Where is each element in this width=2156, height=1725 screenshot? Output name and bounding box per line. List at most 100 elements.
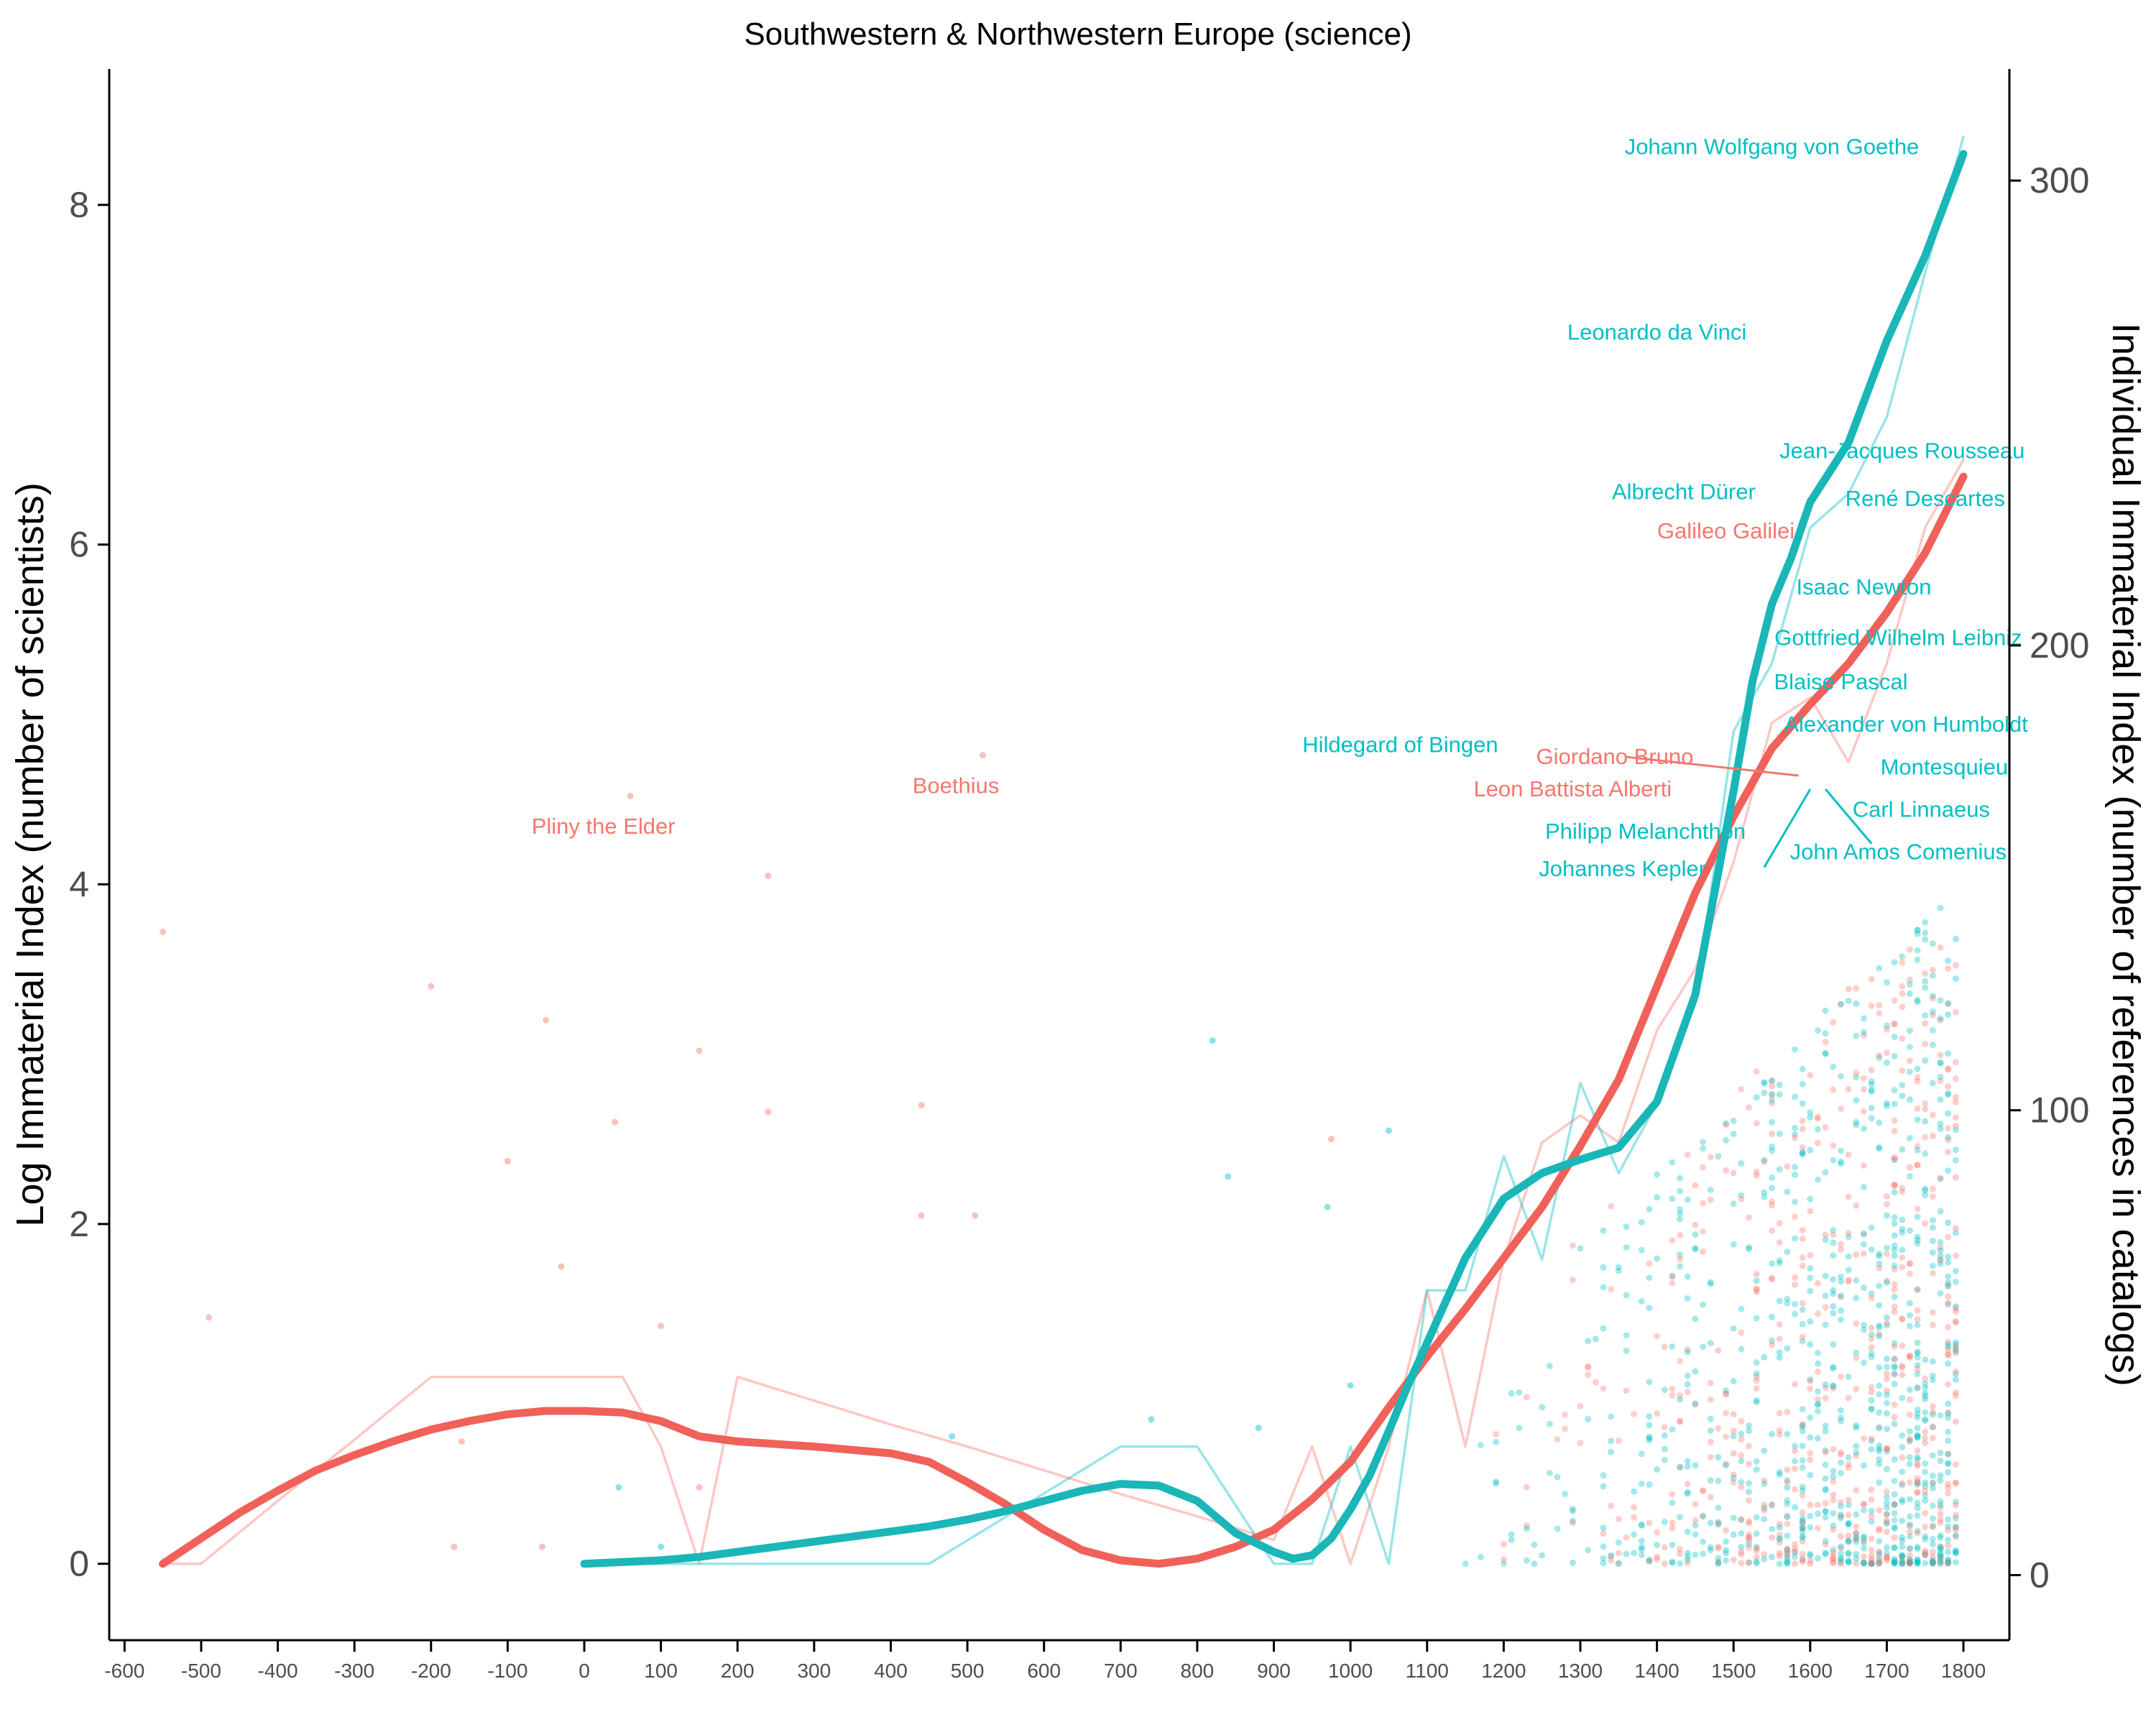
data-point (1715, 1543, 1722, 1550)
data-point (1822, 1461, 1829, 1468)
data-point (1684, 1490, 1691, 1497)
data-point (1891, 1021, 1898, 1028)
data-point (1883, 1250, 1890, 1257)
data-point (1814, 1510, 1821, 1517)
data-point (1830, 1252, 1837, 1259)
data-point (1868, 1344, 1875, 1351)
data-point (1906, 1555, 1913, 1563)
data-point (1807, 1524, 1814, 1531)
data-point (1654, 1541, 1661, 1548)
x-tick-label: 600 (1027, 1660, 1061, 1682)
data-point (1937, 1510, 1944, 1517)
data-point (1677, 1464, 1684, 1471)
data-point (1876, 1391, 1883, 1398)
data-point (1738, 1530, 1745, 1537)
data-point (1776, 1524, 1783, 1531)
data-point (1508, 1531, 1515, 1538)
data-point (1646, 1519, 1653, 1527)
data-point (1929, 993, 1936, 1000)
data-point (1929, 1480, 1936, 1487)
data-point (1776, 1257, 1783, 1264)
data-point (1929, 1559, 1936, 1566)
data-point (1791, 1549, 1798, 1556)
data-point (1929, 1541, 1936, 1548)
data-point (1868, 1518, 1875, 1525)
data-point (1707, 1494, 1714, 1501)
data-point (1906, 1164, 1913, 1171)
data-point (1945, 1559, 1952, 1566)
x-tick-label: 300 (797, 1660, 831, 1682)
data-point (1853, 1385, 1860, 1392)
data-point (1860, 1230, 1867, 1238)
data-point (949, 1432, 956, 1440)
data-point (1707, 1280, 1714, 1287)
data-point (1937, 944, 1944, 951)
data-point (1638, 1546, 1645, 1553)
data-point (1929, 1502, 1936, 1509)
data-point (1868, 1290, 1875, 1297)
data-point (1853, 1294, 1860, 1302)
data-point (1654, 1529, 1661, 1536)
data-point (1952, 1305, 1959, 1312)
data-point (1562, 1411, 1569, 1418)
data-point (1929, 1309, 1936, 1316)
x-tick-label: 1300 (1558, 1660, 1603, 1682)
x-tick-label: 100 (644, 1660, 678, 1682)
data-point (1615, 1264, 1622, 1271)
data-point (1684, 1458, 1691, 1465)
data-point (1883, 1499, 1890, 1506)
data-point (1791, 1198, 1798, 1205)
data-point (1883, 1550, 1890, 1557)
data-point (1746, 1243, 1753, 1251)
data-point (1776, 1335, 1783, 1343)
data-point (1615, 1560, 1622, 1568)
data-point (1822, 1007, 1829, 1014)
data-point (1914, 1366, 1921, 1373)
data-point (1807, 1501, 1814, 1509)
data-point (1638, 1246, 1645, 1254)
data-point (1906, 1134, 1913, 1141)
data-point (1891, 1303, 1898, 1310)
data-point (1883, 1511, 1890, 1518)
data-point (1868, 1535, 1875, 1542)
data-point (1600, 1530, 1607, 1537)
data-point (1746, 1488, 1753, 1495)
data-point (1738, 1195, 1745, 1202)
data-point (1569, 1507, 1576, 1514)
data-point (1914, 1162, 1921, 1169)
data-point (1638, 1544, 1645, 1551)
data-point (1569, 1559, 1576, 1566)
data-point (1945, 1351, 1952, 1358)
data-point (1899, 1560, 1906, 1567)
data-point (1837, 1459, 1844, 1466)
data-point (1646, 1274, 1653, 1282)
person-label: Hildegard of Bingen (1302, 732, 1498, 758)
data-point (615, 1484, 622, 1491)
data-point (1830, 1302, 1837, 1310)
data-point (1776, 1091, 1783, 1098)
data-point (1715, 1558, 1722, 1565)
data-point (658, 1322, 665, 1330)
data-point (1929, 967, 1936, 974)
data-point (1791, 1274, 1798, 1282)
data-point (1799, 1306, 1806, 1313)
data-point (1922, 970, 1929, 978)
data-point (1615, 1560, 1622, 1567)
data-point (1914, 1481, 1921, 1489)
data-point (1723, 1409, 1730, 1417)
data-point (1462, 1560, 1469, 1568)
data-point (1837, 1449, 1844, 1456)
data-point (1937, 1290, 1944, 1297)
data-point (1531, 1541, 1538, 1548)
data-point (1922, 1509, 1929, 1517)
data-point (1845, 1374, 1852, 1381)
data-point (1876, 1252, 1883, 1259)
data-point (1876, 1425, 1883, 1432)
data-point (1585, 1547, 1592, 1554)
data-point (1891, 1232, 1898, 1239)
data-point (1830, 1555, 1837, 1563)
data-point (1868, 1555, 1875, 1563)
data-point (1860, 1559, 1867, 1566)
data-point (1929, 1111, 1936, 1118)
data-point (1837, 1273, 1844, 1280)
